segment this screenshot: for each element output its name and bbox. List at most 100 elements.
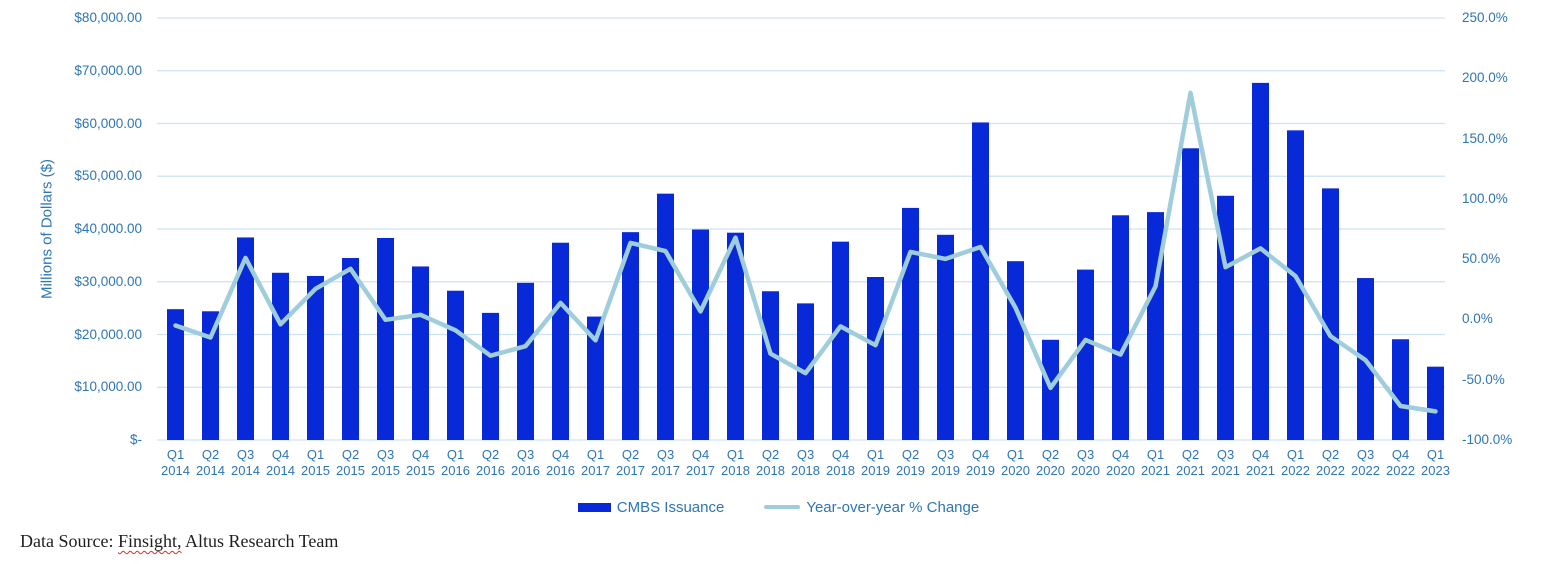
x-tick-year: 2021 [1211,463,1240,478]
x-axis-tick-label: Q2 2020 [1029,447,1073,479]
x-tick-quarter: Q2 [481,447,500,462]
x-axis-tick-label: Q1 2014 [154,447,198,479]
x-tick-year: 2015 [406,463,435,478]
right-axis-tick-label: 0.0% [1462,311,1493,327]
left-axis-tick-label: $20,000.00 [74,326,142,342]
left-axis-title: Millions of Dollars ($) [38,158,56,300]
bar-Q2-2015 [342,258,359,440]
x-tick-year: 2020 [1001,463,1030,478]
x-axis-tick-label: Q2 2017 [609,447,653,479]
legend: CMBS Issuance Year-over-year % Change [0,496,1557,518]
x-tick-year: 2017 [651,463,680,478]
right-axis-tick-label: 250.0% [1462,10,1508,25]
x-tick-quarter: Q1 [726,447,745,462]
x-tick-quarter: Q3 [656,447,675,462]
x-tick-year: 2020 [1071,463,1100,478]
left-axis-tick-label: $- [129,432,142,447]
x-axis-tick-label: Q2 2022 [1309,447,1353,479]
x-axis-tick-label: Q4 2014 [259,447,303,479]
right-axis-tick-label: 200.0% [1462,70,1508,86]
x-axis-tick-label: Q3 2021 [1204,447,1248,479]
x-axis-tick-label: Q4 2018 [819,447,863,479]
x-tick-quarter: Q2 [1041,447,1060,462]
x-axis-tick-label: Q4 2017 [679,447,723,479]
x-tick-quarter: Q1 [446,447,465,462]
x-tick-year: 2015 [371,463,400,478]
x-tick-quarter: Q2 [201,447,220,462]
x-tick-quarter: Q2 [621,447,640,462]
x-tick-year: 2016 [476,463,505,478]
x-axis-tick-label: Q1 2017 [574,447,618,479]
x-axis-tick-label: Q4 2019 [959,447,1003,479]
x-axis-tick-label: Q1 2018 [714,447,758,479]
x-tick-quarter: Q3 [376,447,395,462]
x-axis-tick-label: Q3 2019 [924,447,968,479]
x-tick-year: 2020 [1036,463,1065,478]
x-axis-tick-label: Q4 2020 [1099,447,1143,479]
x-tick-quarter: Q1 [166,447,185,462]
x-tick-year: 2018 [721,463,750,478]
bar-Q2-2022 [1322,188,1339,440]
x-axis-tick-label: Q1 2016 [434,447,478,479]
x-tick-quarter: Q3 [1356,447,1375,462]
x-tick-quarter: Q1 [866,447,885,462]
x-tick-quarter: Q3 [516,447,535,462]
x-axis-tick-label: Q2 2019 [889,447,933,479]
yoy-line [173,90,1438,414]
x-tick-year: 2022 [1316,463,1345,478]
bar-Q1-2015 [307,275,324,440]
x-tick-quarter: Q2 [1321,447,1340,462]
bar-Q2-2017 [622,232,639,440]
data-source-prefix: Data Source: [20,531,118,551]
left-axis-tick-label: $30,000.00 [74,273,142,289]
bar-Q4-2021 [1252,82,1269,440]
x-tick-quarter: Q1 [1146,447,1165,462]
x-axis-tick-label: Q2 2016 [469,447,513,479]
bar-Q4-2016 [552,242,569,440]
bar-Q4-2015 [412,266,429,440]
x-tick-year: 2016 [546,463,575,478]
bar-Q1-2017 [587,316,604,440]
x-tick-quarter: Q4 [691,447,710,462]
left-axis-tick-label: $10,000.00 [74,379,142,395]
x-tick-year: 2022 [1351,463,1380,478]
x-axis-tick-label: Q3 2018 [784,447,828,479]
bar-Q1-2019 [867,277,884,440]
x-tick-year: 2017 [616,463,645,478]
x-tick-quarter: Q1 [586,447,605,462]
x-tick-year: 2020 [1106,463,1135,478]
bar-Q4-2018 [832,241,849,440]
x-tick-year: 2018 [756,463,785,478]
x-tick-year: 2019 [966,463,995,478]
x-tick-quarter: Q4 [271,447,290,462]
x-tick-year: 2022 [1386,463,1415,478]
x-axis-tick-label: Q4 2021 [1239,447,1283,479]
x-tick-quarter: Q3 [1216,447,1235,462]
bar-Q4-2019 [972,122,989,440]
x-axis-tick-label: Q1 2019 [854,447,898,479]
x-tick-year: 2019 [896,463,925,478]
x-axis-tick-label: Q1 2022 [1274,447,1318,479]
left-axis-tick-label: $80,000.00 [74,10,142,25]
x-tick-quarter: Q4 [1251,447,1270,462]
x-tick-quarter: Q2 [901,447,920,462]
x-axis-tick-label: Q1 2020 [994,447,1038,479]
bar-Q1-2020 [1007,261,1024,440]
bar-Q2-2021 [1182,148,1199,441]
x-tick-quarter: Q2 [1181,447,1200,462]
bar-Q2-2016 [482,312,499,440]
x-tick-quarter: Q4 [971,447,990,462]
x-tick-quarter: Q1 [1286,447,1305,462]
x-tick-quarter: Q4 [1391,447,1410,462]
legend-label: Year-over-year % Change [806,498,980,516]
x-tick-year: 2017 [581,463,610,478]
x-axis-tick-label: Q3 2016 [504,447,548,479]
x-axis-tick-label: Q1 2021 [1134,447,1178,479]
bar-Q3-2019 [937,234,954,440]
bar-Q1-2016 [447,290,464,440]
x-tick-quarter: Q4 [831,447,850,462]
bar-Q2-2018 [762,291,779,440]
legend-item-cmbs-issuance: CMBS Issuance [577,499,724,516]
x-tick-year: 2018 [791,463,820,478]
